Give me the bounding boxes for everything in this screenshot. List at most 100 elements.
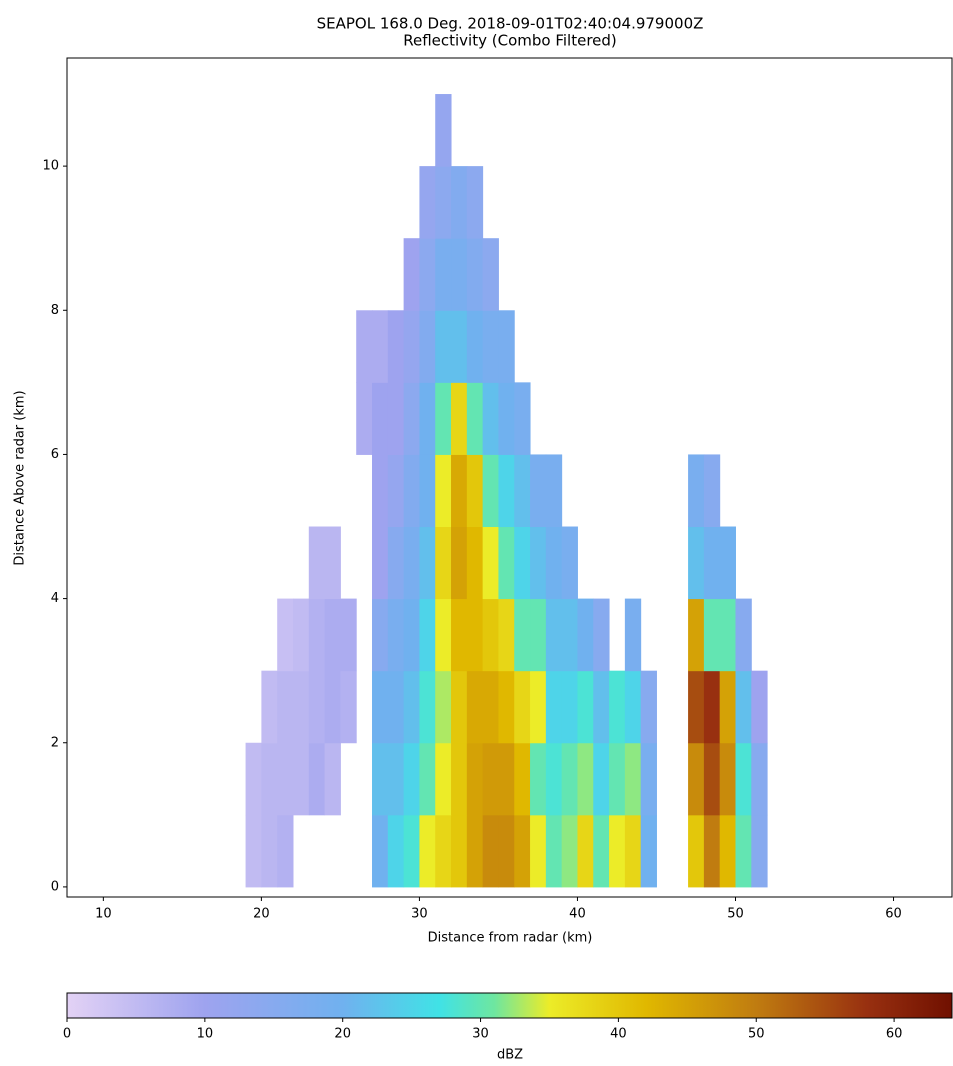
radar-cell xyxy=(530,454,546,527)
radar-cell xyxy=(404,599,420,672)
radar-cell xyxy=(530,815,546,888)
radar-cell xyxy=(735,599,751,672)
radar-cell xyxy=(530,671,546,744)
radar-cell xyxy=(356,382,372,455)
radar-cell xyxy=(498,743,514,816)
radar-cell xyxy=(246,743,262,816)
radar-cell xyxy=(467,815,483,888)
radar-cell xyxy=(593,671,609,744)
colorbar-tick-label: 0 xyxy=(63,1027,71,1042)
colorbar-tick-label: 40 xyxy=(610,1027,627,1042)
radar-cell xyxy=(419,382,435,455)
radar-cell xyxy=(325,743,341,816)
radar-cell xyxy=(498,310,514,383)
radar-cell xyxy=(277,671,293,744)
radar-cell xyxy=(340,671,356,744)
radar-cell xyxy=(688,743,704,816)
radar-cell xyxy=(467,238,483,311)
radar-cell xyxy=(309,743,325,816)
radar-cell xyxy=(720,815,736,888)
radar-cell xyxy=(388,527,404,600)
radar-cell xyxy=(577,599,593,672)
y-tick-label: 4 xyxy=(51,591,59,606)
radar-cell xyxy=(562,743,578,816)
y-tick-label: 2 xyxy=(51,735,59,750)
y-tick-label: 0 xyxy=(51,879,59,894)
radar-cell xyxy=(372,671,388,744)
radar-cell xyxy=(372,743,388,816)
radar-cell xyxy=(261,671,277,744)
radar-cell xyxy=(546,743,562,816)
radar-cell xyxy=(277,815,293,888)
radar-cell xyxy=(467,166,483,239)
radar-cell xyxy=(435,166,451,239)
radar-cell xyxy=(419,454,435,527)
radar-cell xyxy=(483,527,499,600)
radar-cell xyxy=(546,815,562,888)
y-axis-label: Distance Above radar (km) xyxy=(13,390,28,565)
radar-cell xyxy=(404,671,420,744)
radar-cell xyxy=(467,527,483,600)
radar-cell xyxy=(625,599,641,672)
radar-cell xyxy=(625,671,641,744)
radar-cell xyxy=(609,671,625,744)
radar-cell xyxy=(261,815,277,888)
radar-cell xyxy=(404,310,420,383)
radar-cell xyxy=(498,815,514,888)
radar-cell xyxy=(704,527,720,600)
radar-cell xyxy=(735,743,751,816)
radar-cell xyxy=(514,671,530,744)
radar-cell xyxy=(530,599,546,672)
radar-cell xyxy=(451,166,467,239)
radar-cell xyxy=(293,671,309,744)
radar-cell xyxy=(562,671,578,744)
radar-cell xyxy=(372,815,388,888)
chart-subtitle: Reflectivity (Combo Filtered) xyxy=(403,32,617,50)
radar-cell xyxy=(372,527,388,600)
radar-cell xyxy=(404,815,420,888)
radar-cell xyxy=(467,454,483,527)
colorbar-label: dBZ xyxy=(497,1048,523,1063)
radar-cell xyxy=(514,599,530,672)
radar-cell xyxy=(498,599,514,672)
radar-cell xyxy=(309,527,325,600)
radar-cell xyxy=(388,743,404,816)
y-tick-label: 10 xyxy=(42,159,59,174)
radar-cell xyxy=(325,671,341,744)
radar-cell xyxy=(704,815,720,888)
radar-cell xyxy=(451,815,467,888)
radar-cell xyxy=(404,527,420,600)
radar-cell xyxy=(625,815,641,888)
radar-cell xyxy=(435,527,451,600)
radar-cell xyxy=(530,743,546,816)
colorbar-tick-label: 10 xyxy=(197,1027,214,1042)
radar-cell xyxy=(419,238,435,311)
radar-cell xyxy=(309,599,325,672)
radar-cell xyxy=(419,815,435,888)
radar-cell xyxy=(641,743,657,816)
radar-cell xyxy=(720,743,736,816)
colorbar-tick-label: 30 xyxy=(472,1027,489,1042)
radar-cell xyxy=(530,527,546,600)
radar-cell xyxy=(483,815,499,888)
radar-cell xyxy=(451,238,467,311)
radar-cell xyxy=(514,382,530,455)
radar-cell xyxy=(704,671,720,744)
radar-cell xyxy=(609,815,625,888)
x-tick-label: 60 xyxy=(885,907,902,922)
radar-cell xyxy=(704,599,720,672)
radar-cell xyxy=(704,454,720,527)
radar-cell xyxy=(625,743,641,816)
radar-cell xyxy=(325,599,341,672)
radar-cell xyxy=(498,382,514,455)
radar-cell xyxy=(562,527,578,600)
radar-cell xyxy=(451,599,467,672)
x-tick-label: 30 xyxy=(411,907,428,922)
x-axis-label: Distance from radar (km) xyxy=(428,931,593,946)
radar-cell xyxy=(751,743,767,816)
radar-cell xyxy=(577,671,593,744)
radar-cell xyxy=(435,454,451,527)
radar-cell xyxy=(751,671,767,744)
radar-cell xyxy=(451,671,467,744)
